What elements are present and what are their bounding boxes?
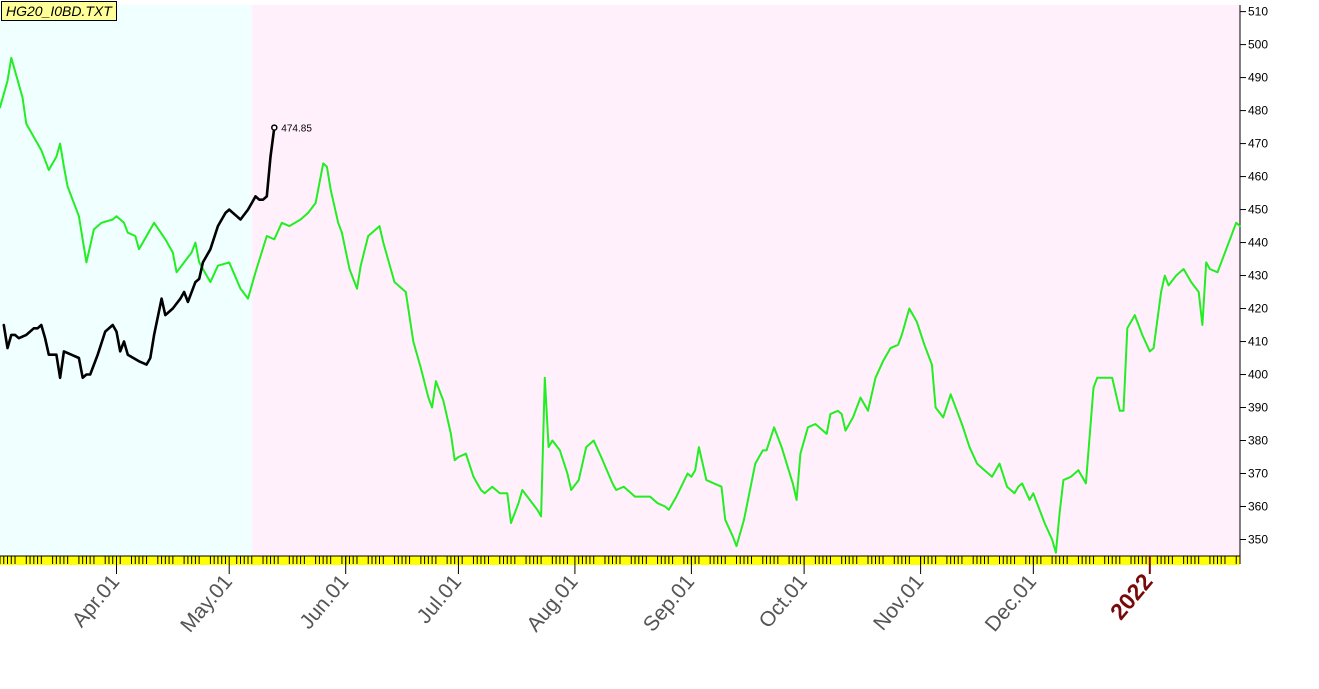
y-tick-label-430: 430 bbox=[1248, 269, 1268, 283]
x-tick-label-Oct.01: Oct.01 bbox=[755, 570, 812, 632]
chart-title: HG20_I0BD.TXT bbox=[1, 1, 117, 21]
y-tick-label-390: 390 bbox=[1248, 401, 1268, 415]
x-tick-label-Jul.01: Jul.01 bbox=[413, 570, 467, 628]
y-tick-label-410: 410 bbox=[1248, 335, 1268, 349]
y-axis: 350 360 370 380 390 400 410 420 430 440 450 460 470 4… bbox=[1239, 5, 1268, 556]
chart-background-regions bbox=[0, 5, 1240, 556]
y-tick-label-370: 370 bbox=[1248, 467, 1268, 481]
x-tick-label-Jun.01: Jun.01 bbox=[295, 570, 353, 633]
series-line-0 bbox=[0, 56, 1241, 554]
last-value-marker bbox=[271, 124, 278, 131]
x-tick-label-Apr.01: Apr.01 bbox=[68, 570, 125, 631]
x-tick-label-2022: 2022 bbox=[1105, 569, 1158, 625]
y-tick-label-470: 470 bbox=[1248, 137, 1268, 151]
background-region-0 bbox=[0, 5, 252, 556]
y-tick-label-500: 500 bbox=[1248, 38, 1268, 52]
x-axis: Apr.01 May.01 Jun.01 Jul.01 Aug.01 Sep.01 Oct.… bbox=[0, 555, 1241, 637]
y-tick-label-380: 380 bbox=[1248, 434, 1268, 448]
x-tick-label-Dec.01: Dec.01 bbox=[981, 570, 1041, 636]
annotations: 474.85 bbox=[271, 124, 312, 135]
y-tick-label-360: 360 bbox=[1248, 500, 1268, 514]
y-tick-label-490: 490 bbox=[1248, 71, 1268, 85]
background-region-1 bbox=[251, 5, 1240, 556]
y-tick-label-350: 350 bbox=[1248, 533, 1268, 547]
x-tick-label-Aug.01: Aug.01 bbox=[522, 570, 582, 636]
y-tick-label-510: 510 bbox=[1248, 5, 1268, 19]
y-tick-label-450: 450 bbox=[1248, 203, 1268, 217]
x-tick-label-May.01: May.01 bbox=[176, 570, 237, 636]
y-tick-label-480: 480 bbox=[1248, 104, 1268, 118]
x-tick-label-Nov.01: Nov.01 bbox=[869, 570, 928, 635]
series-layer bbox=[0, 56, 1241, 554]
y-tick-label-420: 420 bbox=[1248, 302, 1268, 316]
x-tick-label-Sep.01: Sep.01 bbox=[639, 570, 699, 636]
last-value-label: 474.85 bbox=[281, 124, 312, 135]
y-tick-label-400: 400 bbox=[1248, 368, 1268, 382]
y-tick-label-440: 440 bbox=[1248, 236, 1268, 250]
series-line-1 bbox=[2, 126, 276, 380]
y-tick-label-460: 460 bbox=[1248, 170, 1268, 184]
